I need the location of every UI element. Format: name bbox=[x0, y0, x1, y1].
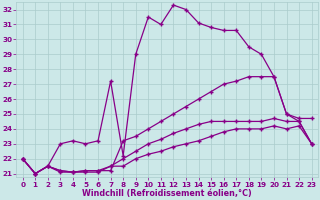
X-axis label: Windchill (Refroidissement éolien,°C): Windchill (Refroidissement éolien,°C) bbox=[82, 189, 252, 198]
